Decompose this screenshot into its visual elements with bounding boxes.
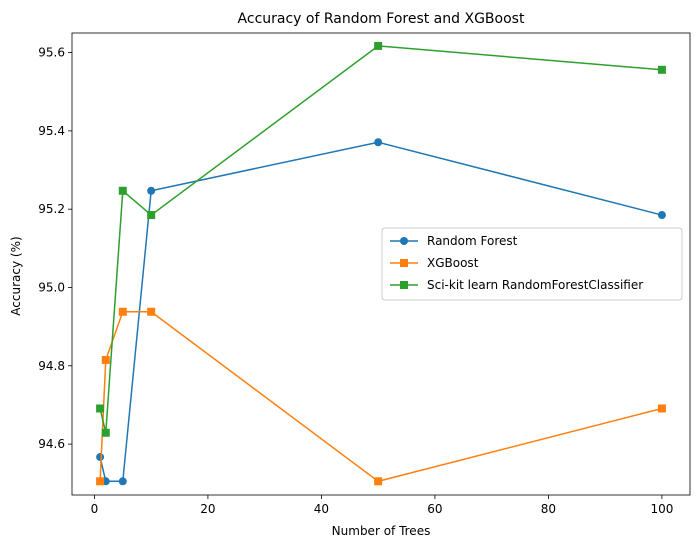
legend-label-xgboost: XGBoost	[427, 256, 479, 270]
y-tick-label: 95.2	[38, 202, 65, 216]
data-point-sci-kit-learn-randomforestclassifier	[147, 211, 156, 220]
y-tick-label: 94.6	[38, 437, 65, 451]
x-tick-label: 20	[200, 502, 215, 516]
x-tick-label: 40	[314, 502, 329, 516]
y-axis-label: Accuracy (%)	[9, 236, 23, 315]
data-point-sci-kit-learn-randomforestclassifier	[118, 186, 127, 195]
data-point-xgboost	[657, 404, 666, 413]
y-tick-label: 95.6	[38, 46, 65, 60]
legend-label-sci-kit-learn-randomforestclassifier: Sci-kit learn RandomForestClassifier	[427, 278, 643, 292]
series-line-sci-kit-learn-randomforestclassifier	[99, 45, 662, 433]
series-line-random-forest	[99, 141, 663, 483]
data-point-sci-kit-learn-randomforestclassifier	[101, 428, 110, 437]
data-point-sci-kit-learn-randomforestclassifier	[657, 65, 666, 74]
data-point-xgboost	[374, 477, 383, 486]
x-tick-label: 60	[427, 502, 442, 516]
data-point-random-forest	[374, 138, 383, 147]
legend-marker-sci-kit-learn-randomforestclassifier	[400, 281, 408, 289]
plot-area: 0 20 40 60 80 100 94.6 94.8 95.0 95.2 95.4 95.6	[38, 32, 691, 516]
y-tick-label: 94.8	[38, 359, 65, 373]
chart-title: Accuracy of Random Forest and XGBoost	[238, 11, 525, 27]
y-tick-label: 95.0	[38, 280, 65, 294]
series-line-xgboost	[99, 311, 663, 483]
legend-label-random-forest: Random Forest	[427, 234, 518, 248]
x-tick-label: 80	[541, 502, 556, 516]
data-point-xgboost	[118, 307, 127, 316]
data-point-random-forest	[657, 211, 666, 220]
data-point-xgboost	[147, 307, 156, 316]
data-point-random-forest	[147, 186, 156, 195]
data-point-xgboost	[101, 355, 110, 364]
data-point-sci-kit-learn-randomforestclassifier	[374, 41, 383, 50]
legend-box	[381, 227, 683, 301]
data-point-random-forest	[118, 477, 127, 486]
data-point-random-forest	[96, 453, 105, 462]
y-tick-label: 95.4	[38, 124, 65, 138]
data-point-sci-kit-learn-randomforestclassifier	[96, 404, 105, 413]
legend-marker-xgboost	[400, 259, 408, 267]
legend: Random Forest XGBoost Sci-kit learn Random…	[381, 227, 683, 301]
axes-frame	[71, 32, 691, 496]
x-axis-label: Number of Trees	[332, 524, 431, 538]
legend-marker-random-forest	[400, 237, 408, 245]
x-tick-label: 0	[91, 502, 99, 516]
data-point-xgboost	[96, 477, 105, 486]
x-tick-label: 100	[650, 502, 673, 516]
